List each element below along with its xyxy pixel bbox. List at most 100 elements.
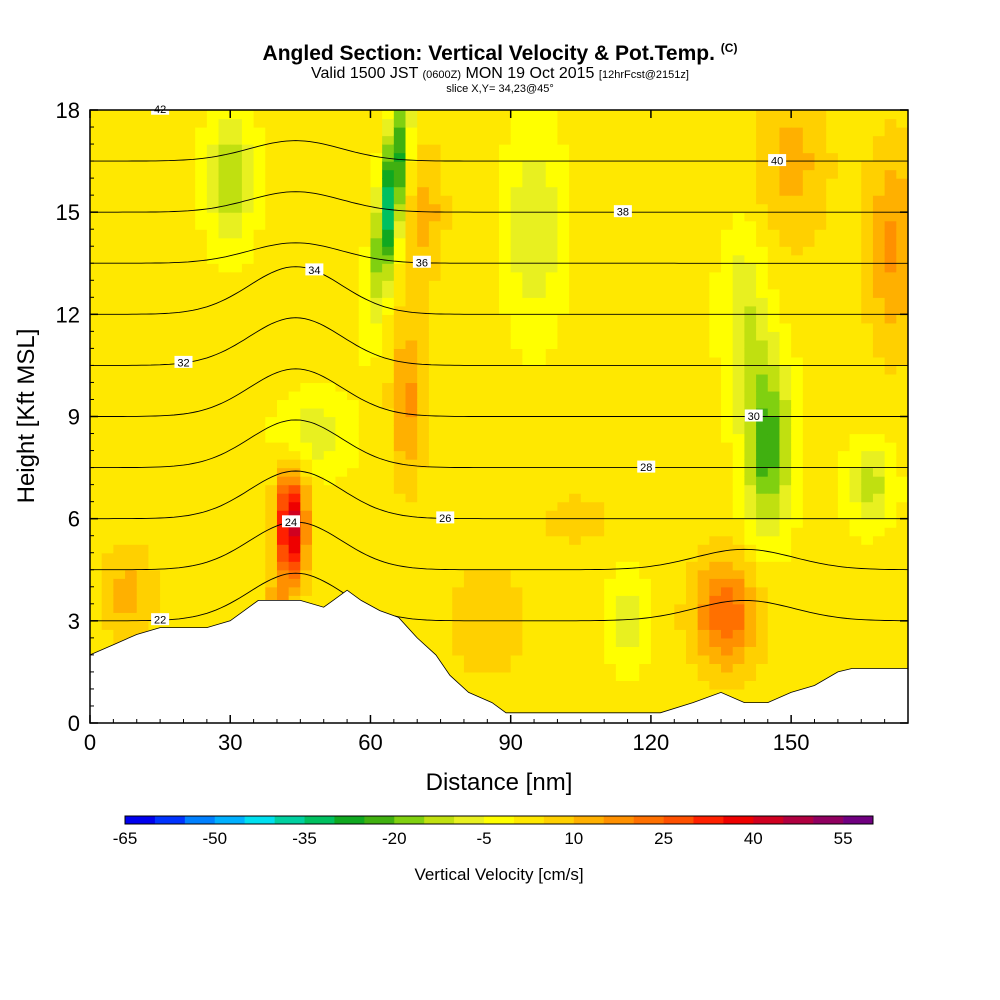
x-tick-label: 120 — [633, 730, 670, 755]
y-tick-label: 0 — [68, 711, 80, 736]
contour-label-text: 38 — [617, 207, 629, 219]
colorbar-swatch — [125, 816, 156, 824]
contour-line-36 — [90, 242, 908, 264]
colorbar-swatch — [843, 816, 874, 824]
chart-subtitle: Valid 1500 JST (0600Z) MON 19 Oct 2015 [… — [0, 66, 1000, 83]
y-tick: 15 — [56, 200, 908, 225]
y-tick-label: 3 — [68, 609, 80, 634]
x-tick: 150 — [773, 110, 810, 755]
colorbar-label: 55 — [834, 829, 853, 848]
contour-label-text: 36 — [416, 257, 428, 269]
colorbar-swatch — [603, 816, 634, 824]
colorbar-swatch — [394, 816, 425, 824]
colorbar-swatch — [334, 816, 365, 824]
colorbar-swatch — [633, 816, 664, 824]
colorbar-label: -5 — [476, 829, 491, 848]
colorbar-label: 25 — [654, 829, 673, 848]
colorbar-label: 40 — [744, 829, 763, 848]
contour-label-34: 34 — [305, 263, 324, 277]
x-tick: 0 — [84, 110, 96, 755]
x-tick-label: 0 — [84, 730, 96, 755]
colorbar-swatch — [364, 816, 395, 824]
y-tick: 3 — [68, 609, 908, 634]
x-axis-title: Distance [nm] — [426, 769, 573, 796]
contour-line-30 — [90, 368, 908, 417]
colorbar-swatch — [663, 816, 694, 824]
y-tick-label: 9 — [68, 405, 80, 430]
contour-line-22 — [90, 572, 908, 622]
colorbar-swatch — [573, 816, 605, 824]
y-tick: 6 — [68, 507, 908, 532]
colorbar-label: 10 — [564, 829, 583, 848]
contour-line-24 — [90, 521, 908, 571]
contour-label-38: 38 — [613, 205, 632, 219]
colorbar-label: -65 — [113, 829, 138, 848]
valid-date: MON 19 Oct 2015 — [465, 65, 595, 82]
colorbar-label: -50 — [203, 829, 228, 848]
y-axis-title: Height [Kft MSL] — [13, 329, 40, 504]
colorbar-swatch — [513, 816, 545, 824]
colorbar-swatch — [214, 816, 245, 824]
contour-label-text: 24 — [285, 517, 297, 529]
y-tick: 9 — [68, 405, 908, 430]
valid-zulu: (0600Z) — [422, 69, 462, 81]
x-tick: 90 — [498, 110, 523, 755]
x-tick-label: 30 — [218, 730, 242, 755]
colorbar-swatch — [783, 816, 814, 824]
y-tick: 18 — [56, 98, 908, 123]
title-units: (C) — [720, 41, 738, 55]
x-tick-label: 150 — [773, 730, 810, 755]
contour-line-26 — [90, 470, 908, 520]
y-tick: 0 — [68, 711, 908, 736]
colorbar-swatch — [274, 816, 305, 824]
contour-label-text: 34 — [308, 265, 320, 277]
title-main: Angled Section: Vertical Velocity & Pot.… — [262, 42, 715, 65]
colorbar-swatch — [543, 816, 575, 824]
x-tick: 30 — [218, 110, 242, 755]
colorbar-swatch — [304, 816, 335, 824]
contour-label-text: 22 — [154, 615, 166, 627]
colorbar-swatch — [424, 816, 455, 824]
contour-line-34 — [90, 266, 908, 315]
contour-label-32: 32 — [174, 355, 193, 369]
x-tick: 60 — [358, 110, 383, 755]
y-tick-label: 15 — [56, 200, 80, 225]
colorbar-swatch — [753, 816, 784, 824]
contour-label-36: 36 — [412, 255, 431, 269]
colorbar: -65 -50 -35 -20 -5 10 25 40 55 — [113, 815, 874, 848]
colorbar-swatch — [454, 816, 485, 824]
y-tick-label: 6 — [68, 507, 80, 532]
contour-line-42 — [90, 110, 908, 111]
colorbar-swatch — [484, 816, 515, 824]
y-tick-label: 18 — [56, 98, 80, 123]
contour-label-28: 28 — [637, 460, 656, 474]
contour-label-text: 28 — [640, 462, 652, 474]
contour-line-28 — [90, 419, 908, 469]
contour-label-text: 32 — [177, 357, 189, 369]
colorbar-swatch — [723, 816, 754, 824]
colorbar-swatch — [813, 816, 844, 824]
contour-label-24: 24 — [281, 515, 300, 529]
valid-time: Valid 1500 JST — [311, 65, 419, 82]
y-tick-label: 12 — [56, 302, 80, 327]
contour-label-text: 40 — [771, 156, 783, 168]
title-block: Angled Section: Vertical Velocity & Pot.… — [0, 36, 1000, 95]
contour-line-38 — [90, 191, 908, 213]
forecast-info: [12hrFcst@2151z] — [598, 69, 689, 81]
colorbar-swatch — [693, 816, 724, 824]
colorbar-title: Vertical Velocity [cm/s] — [414, 865, 583, 884]
y-tick: 12 — [56, 302, 908, 327]
colorbar-label: -35 — [292, 829, 317, 848]
contour-label-22: 22 — [151, 613, 170, 627]
colorbar-swatch — [244, 816, 275, 824]
colorbar-swatch — [154, 816, 186, 824]
contour-label-26: 26 — [436, 511, 455, 525]
x-tick-label: 60 — [358, 730, 382, 755]
x-tick: 120 — [633, 110, 670, 755]
contour-line-32 — [90, 317, 908, 366]
terrain-mask — [89, 589, 909, 724]
slice-info: slice X,Y= 34,23@45° — [446, 83, 554, 95]
